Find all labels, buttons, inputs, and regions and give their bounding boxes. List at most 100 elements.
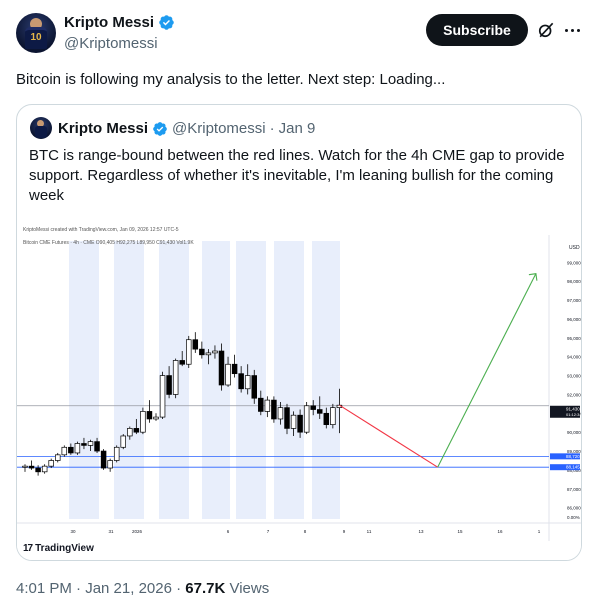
price-badge-value: 88,720 [566,454,580,459]
candle-down [179,360,185,365]
candle-down [310,405,316,410]
subscribe-button[interactable]: Subscribe [426,14,528,46]
quote-avatar-jersey [35,126,47,138]
price-tick-label: 93,000 [567,374,581,379]
candle-up [74,443,81,454]
price-tick-label: 0.00% [567,515,580,520]
time-tick-label: 16 [497,529,503,534]
candle-down [323,412,330,425]
candle-up [107,460,113,469]
candle-down [284,407,290,429]
verified-badge-icon [159,15,174,30]
price-tick-label: 96,000 [567,317,581,322]
quote-date: Jan 9 [278,120,316,137]
candle-up [212,350,218,354]
grok-icon[interactable] [536,20,556,40]
candle-up [54,454,61,461]
meta-separator: · [171,580,186,597]
views-label: Views [225,580,270,597]
price-tick-label: 92,000 [567,392,581,397]
author-name[interactable]: Kripto Messi [64,14,155,31]
candle-down [192,339,199,350]
time-tick-label: 7 [267,529,270,534]
red-projection-line [339,404,438,468]
candle-up [277,407,284,420]
more-dot [570,28,574,32]
time-tick-label: 1 [538,529,541,534]
session-band [274,241,304,519]
candle-up [61,446,68,456]
time-tick-label: 31 [108,529,114,534]
chart-created-with: KriptoMessi created with TradingView.com… [23,227,179,233]
candle-down [258,397,264,412]
candle-up [113,446,120,461]
more-options-icon[interactable] [562,20,582,40]
candle-up [225,363,231,386]
price-badge [550,405,580,418]
candle-down [28,465,35,469]
chart-symbol-info: Bitcoin CME Futures · 4h · CME O90,405 H… [23,240,194,246]
session-band [114,241,144,519]
candle-up [120,435,126,448]
tradingview-chart: 99,000 98,000 97,000 96,000 95,000 94,000 93,0… [17,235,582,541]
post-text: Bitcoin is following my analysis to the … [16,71,446,88]
quote-avatar-head [37,120,44,127]
price-tick-label: 97,000 [567,298,581,303]
candle-up [140,411,146,433]
candle-up [41,465,48,473]
author-handle[interactable]: @Kriptomessi [64,35,158,52]
candle-up [244,375,251,390]
time-tick-label: 6 [227,529,230,534]
time-tick-label: 30 [70,529,76,534]
post-meta: 4:01 PM · Jan 21, 2026 · 67.7K Views [16,580,269,597]
time-tick-label: 9 [343,529,346,534]
candle-down [35,467,41,473]
green-arrow-head [528,273,538,281]
session-band [312,241,340,519]
tradingview-logo-text: TradingView [35,543,94,554]
author-name-row[interactable]: Kripto Messi [64,14,175,31]
candle-down [251,375,258,399]
candle-up [127,428,133,437]
candle-down [100,450,107,469]
author-avatar[interactable]: 10 [16,13,56,53]
chart-image[interactable]: 99,000 98,000 97,000 96,000 95,000 94,000 93,0… [17,221,582,560]
price-tick-label: 99,000 [567,260,581,265]
post-timestamp[interactable]: 4:01 PM · Jan 21, 2026 [16,580,172,597]
candle-down [231,363,238,375]
candle-up [330,407,336,425]
quote-text: BTC is range-bound between the red lines… [29,147,565,204]
time-tick-label: 11 [367,529,372,534]
quote-verified-badge-icon [153,121,167,136]
avatar-jersey-number: 10 [30,32,42,43]
candle-down [146,411,153,420]
candle-down [94,441,100,452]
candle-down [317,409,323,414]
price-tick-label: 88,000 [567,468,581,473]
session-band [69,241,99,519]
candle-up [22,465,28,468]
candle-down [218,350,225,386]
more-dot [576,28,580,32]
tradingview-logo: 17 TradingView [23,543,94,554]
candle-up [159,375,166,418]
quoted-post[interactable]: Kripto Messi @Kriptomessi · Jan 9 BTC is… [16,104,582,561]
candle-up [264,399,271,412]
price-badge-value: 88,145 [566,465,580,470]
green-projection-arrow [437,273,537,468]
candle-down [238,373,244,390]
price-badge [550,464,580,471]
time-tick-label: 15 [457,529,463,534]
candle-down [68,446,74,454]
price-tick-label: 98,000 [567,279,581,284]
price-badge-countdown: 01:12:34 [566,412,582,417]
candle-up [303,405,310,433]
views-count: 67.7K [185,580,226,597]
price-tick-label: 90,000 [567,430,581,435]
quote-dot-separator: · [269,120,275,137]
candle-down [133,428,140,433]
price-badge [550,453,580,460]
candle-down [81,443,87,446]
quote-author-handle: @Kriptomessi [172,120,266,137]
price-tick-label: 87,000 [567,487,581,492]
